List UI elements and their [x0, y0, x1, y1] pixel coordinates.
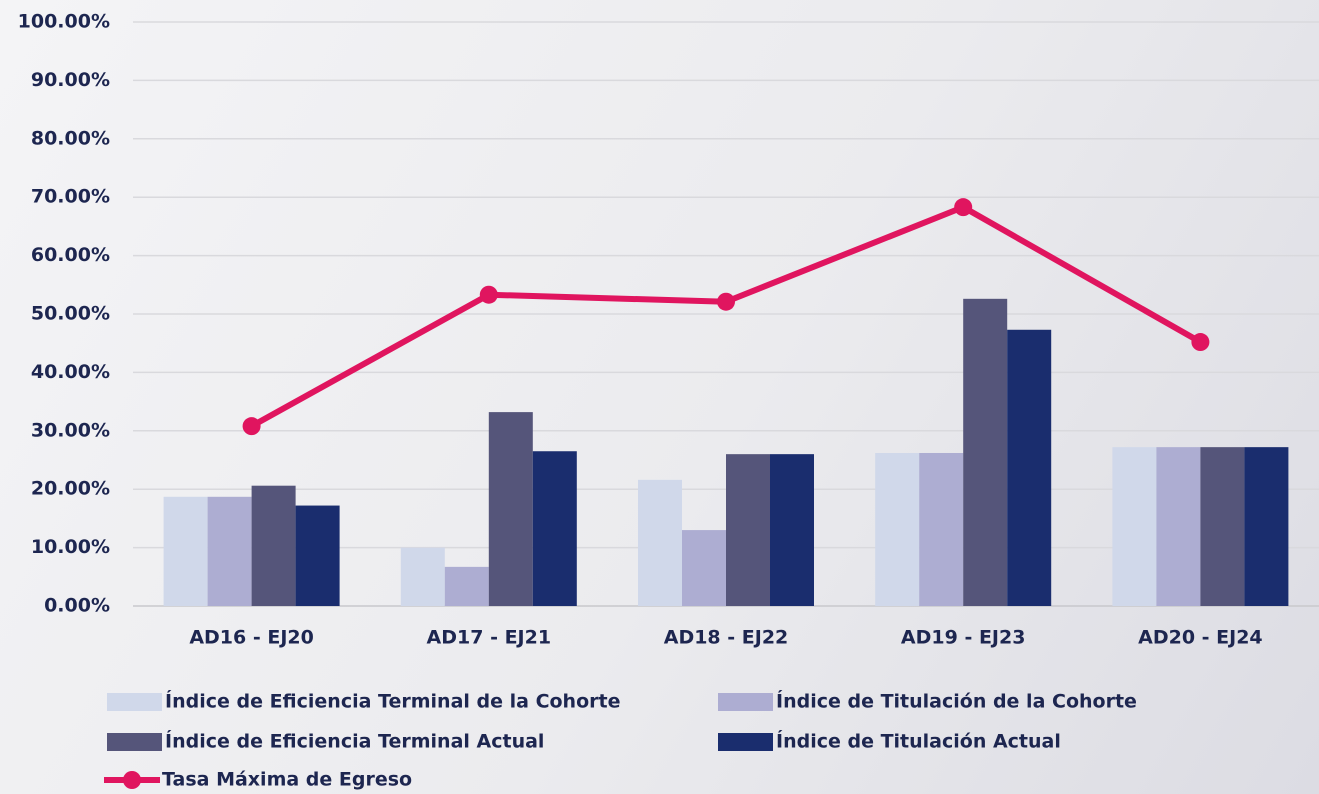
y-tick-label: 50.00% [31, 303, 110, 325]
bar [963, 298, 1008, 606]
y-tick-label: 40.00% [31, 361, 110, 383]
bar [1156, 447, 1201, 606]
y-tick-label: 10.00% [31, 536, 110, 558]
legend-swatch [123, 771, 141, 789]
legend-swatch [718, 733, 773, 751]
bar [682, 530, 726, 606]
bar [163, 496, 208, 606]
y-tick-label: 100.00% [18, 11, 110, 33]
legend-label: Índice de Eficiencia Terminal Actual [165, 730, 544, 753]
line-marker [1191, 333, 1210, 352]
bar [1112, 447, 1157, 606]
bar [488, 412, 533, 606]
bar [400, 547, 445, 606]
x-tick-label: AD19 - EJ23 [901, 627, 1026, 649]
bar [532, 451, 577, 606]
line-marker [242, 417, 261, 436]
bar [770, 454, 814, 606]
y-tick-label: 70.00% [31, 186, 110, 208]
bar [638, 479, 682, 606]
bar [726, 454, 770, 606]
bar [1200, 447, 1245, 606]
legend-label: Tasa Máxima de Egreso [162, 769, 412, 791]
bar [875, 452, 920, 606]
legend-label: Índice de Eficiencia Terminal de la Coho… [165, 690, 620, 713]
bar [295, 505, 340, 606]
bar [251, 485, 296, 606]
y-tick-label: 80.00% [31, 127, 110, 149]
x-tick-label: AD18 - EJ22 [664, 627, 789, 649]
bar [1244, 447, 1289, 606]
bar [919, 452, 964, 606]
y-tick-label: 30.00% [31, 419, 110, 441]
legend-swatch [107, 693, 162, 711]
legend-swatch [107, 733, 162, 751]
y-tick-label: 20.00% [31, 478, 110, 500]
line-marker [479, 285, 498, 304]
line-marker [954, 198, 973, 217]
y-tick-label: 0.00% [44, 595, 110, 617]
legend-swatch [718, 693, 773, 711]
bar [1007, 329, 1052, 606]
line-series [250, 204, 1202, 429]
bar [444, 566, 489, 606]
legend-label: Índice de Titulación de la Cohorte [776, 690, 1137, 713]
y-tick-label: 90.00% [31, 69, 110, 91]
bar [207, 496, 252, 606]
x-tick-label: AD20 - EJ24 [1138, 627, 1263, 649]
legend-label: Índice de Titulación Actual [776, 730, 1061, 753]
x-tick-label: AD16 - EJ20 [189, 627, 314, 649]
x-tick-label: AD17 - EJ21 [427, 627, 552, 649]
y-tick-label: 60.00% [31, 244, 110, 266]
line-marker [717, 292, 735, 311]
